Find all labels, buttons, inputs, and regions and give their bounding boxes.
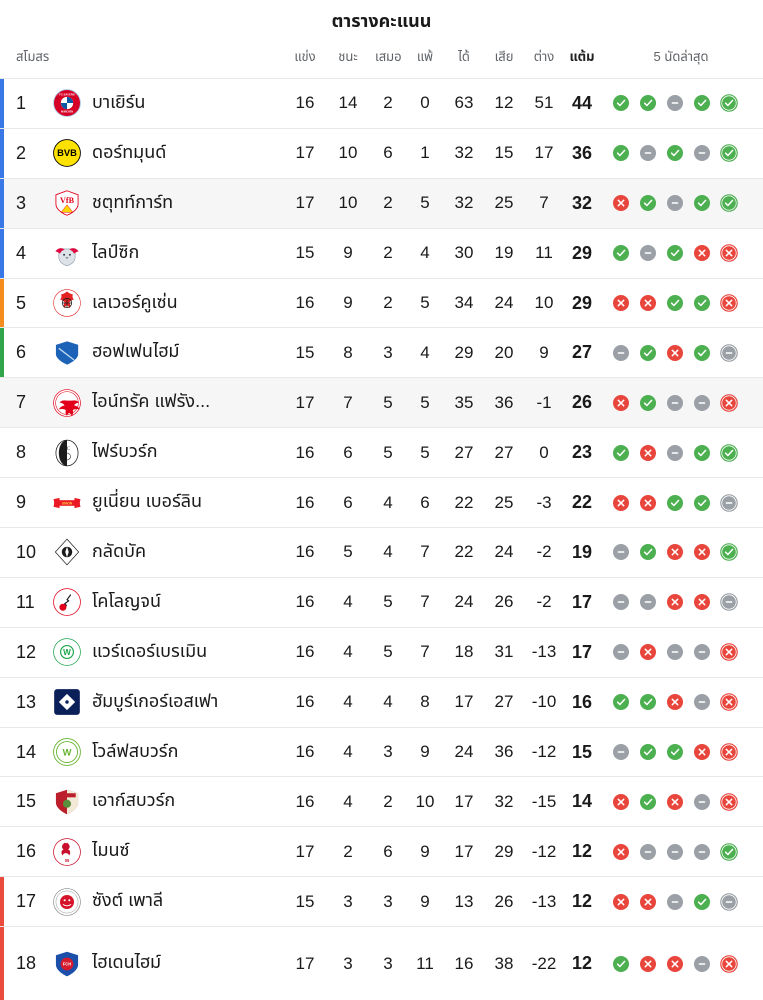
- svg-text:MUNCHEN: MUNCHEN: [61, 112, 73, 114]
- svg-text:FCH: FCH: [63, 961, 71, 966]
- svg-text:BVB: BVB: [57, 148, 77, 158]
- svg-text:SC: SC: [64, 447, 70, 452]
- svg-text:W: W: [63, 648, 71, 657]
- svg-text:UNION: UNION: [62, 501, 73, 505]
- svg-text:W: W: [63, 748, 72, 758]
- svg-text:FC BAYERN: FC BAYERN: [59, 94, 74, 97]
- svg-text:VfB: VfB: [60, 196, 75, 205]
- svg-text:05: 05: [65, 858, 70, 863]
